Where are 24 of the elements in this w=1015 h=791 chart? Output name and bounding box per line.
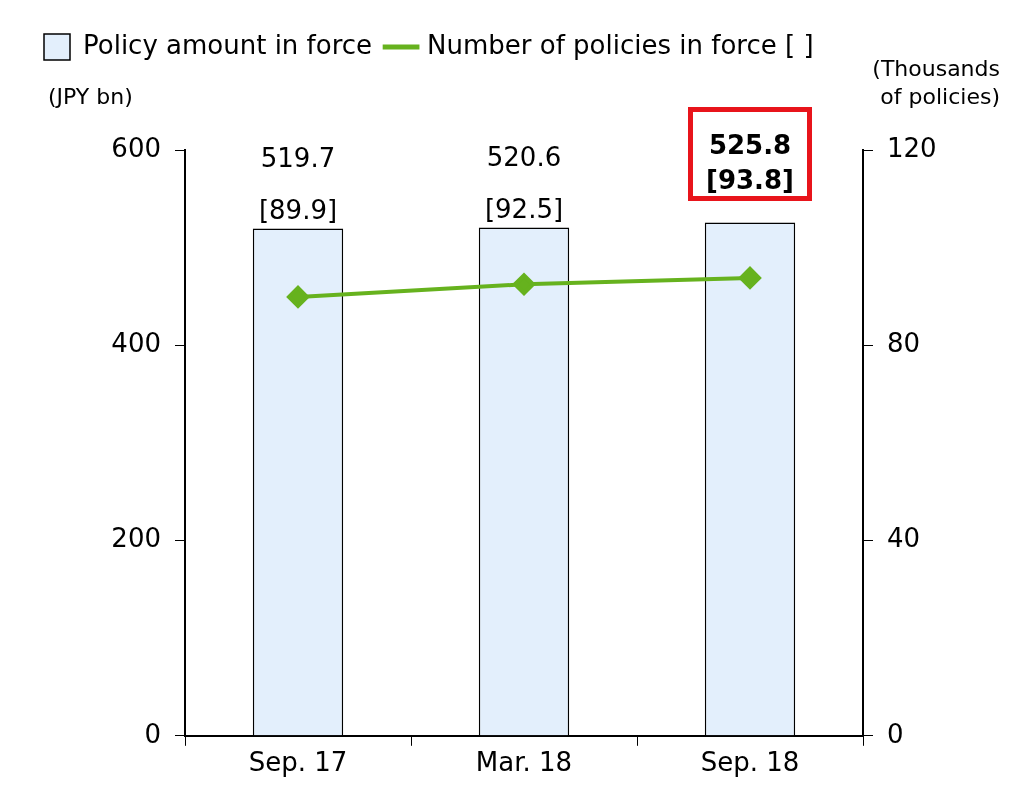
y-tick-label: 200: [111, 523, 161, 554]
y-tick-label: 600: [111, 132, 161, 163]
y2-tick-label: 40: [887, 523, 921, 554]
x-tick-label: Mar. 18: [475, 747, 573, 778]
y-tick-label: 0: [144, 718, 161, 749]
y2-tick-label: 120: [887, 132, 937, 163]
point: [739, 266, 761, 289]
y2-axis-title: (Thousands of policies): [872, 55, 1000, 109]
x-tick-label: Sep. 18: [700, 747, 800, 778]
data-label: [93.8]: [706, 165, 794, 196]
y-tick-label: 400: [111, 328, 161, 359]
data-label: 519.7: [260, 143, 336, 174]
data-label: 520.6: [486, 142, 562, 173]
y-axis-title: (JPY bn): [48, 83, 133, 109]
y2-tick-label: 0: [887, 718, 904, 749]
data-label: [89.9]: [258, 195, 338, 226]
legend-label: Policy amount in force: [83, 29, 373, 60]
x-tick-label: Sep. 17: [248, 747, 348, 778]
legend-label: Number of policies in force [ ]: [427, 29, 814, 60]
point: [513, 273, 535, 296]
data-label: [92.5]: [484, 194, 564, 225]
y2-tick-label: 80: [887, 328, 921, 359]
point: [287, 285, 309, 308]
data-label: 525.8: [708, 130, 792, 161]
